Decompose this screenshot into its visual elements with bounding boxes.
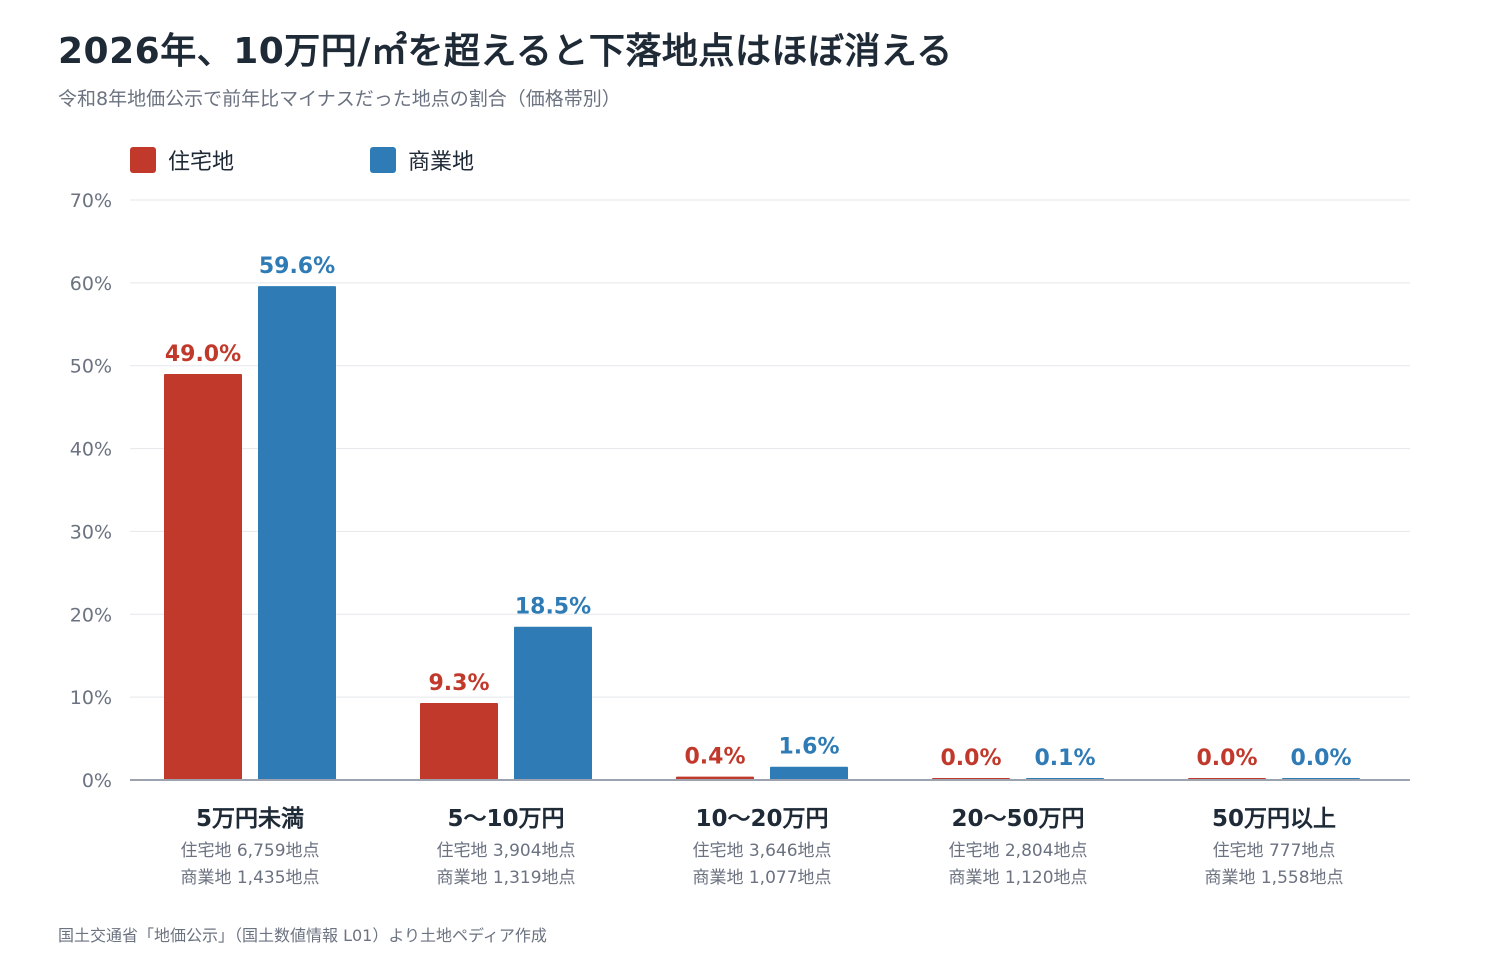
- bar-commercial: [258, 286, 336, 780]
- bar-residential: [164, 374, 242, 780]
- x-category-label: 5〜10万円: [447, 806, 564, 832]
- y-tick-label: 50%: [70, 356, 112, 378]
- legend-label-residential: 住宅地: [168, 150, 235, 175]
- x-category-note: 住宅地 3,904地点: [436, 841, 575, 861]
- x-category-label: 10〜20万円: [695, 806, 828, 832]
- chart-title: 2026年、10万円/㎡を超えると下落地点はほぼ消える: [58, 31, 953, 72]
- x-category-note: 商業地 1,558地点: [1204, 868, 1343, 888]
- x-category-note: 住宅地 777地点: [1213, 841, 1336, 861]
- x-category-note: 住宅地 3,646地点: [692, 841, 831, 861]
- y-tick-label: 0%: [82, 770, 112, 792]
- x-category-note: 商業地 1,077地点: [692, 868, 831, 888]
- data-label-residential: 0.0%: [1196, 746, 1257, 771]
- x-category-label: 5万円未満: [196, 806, 304, 832]
- x-category-note: 商業地 1,435地点: [180, 868, 319, 888]
- y-tick-label: 70%: [70, 190, 112, 212]
- data-label-residential: 9.3%: [428, 671, 489, 696]
- legend-label-commercial: 商業地: [408, 150, 475, 175]
- x-category-note: 住宅地 2,804地点: [948, 841, 1087, 861]
- legend-item-residential: 住宅地: [130, 144, 370, 176]
- data-label-residential: 49.0%: [165, 342, 241, 367]
- x-category-note: 商業地 1,319地点: [436, 868, 575, 888]
- legend-swatch-commercial: [370, 147, 396, 173]
- x-category-note: 住宅地 6,759地点: [180, 841, 319, 861]
- x-category-label: 20〜50万円: [951, 806, 1084, 832]
- source-note: 国土交通省「地価公示」（国土数値情報 L01）より土地ペディア作成: [58, 926, 547, 945]
- legend-item-commercial: 商業地: [370, 144, 610, 176]
- y-tick-label: 20%: [70, 604, 112, 626]
- data-label-commercial: 18.5%: [515, 595, 591, 620]
- data-label-residential: 0.4%: [684, 745, 745, 770]
- data-label-commercial: 1.6%: [778, 735, 839, 760]
- bar-residential: [420, 702, 498, 780]
- data-label-commercial: 0.1%: [1034, 746, 1095, 771]
- bar-commercial: [770, 766, 848, 780]
- y-tick-label: 10%: [70, 687, 112, 709]
- data-label-commercial: 0.0%: [1290, 746, 1351, 771]
- y-tick-label: 60%: [70, 273, 112, 295]
- y-tick-label: 30%: [70, 521, 112, 543]
- legend: 住宅地 商業地: [130, 144, 610, 176]
- legend-swatch-residential: [130, 147, 156, 173]
- x-category-note: 商業地 1,120地点: [948, 868, 1087, 888]
- data-label-residential: 0.0%: [940, 746, 1001, 771]
- bar-commercial: [514, 626, 592, 780]
- data-label-commercial: 59.6%: [259, 254, 335, 279]
- x-category-label: 50万円以上: [1212, 806, 1336, 832]
- chart-subtitle: 令和8年地価公示で前年比マイナスだった地点の割合（価格帯別）: [58, 88, 621, 110]
- y-tick-label: 40%: [70, 439, 112, 461]
